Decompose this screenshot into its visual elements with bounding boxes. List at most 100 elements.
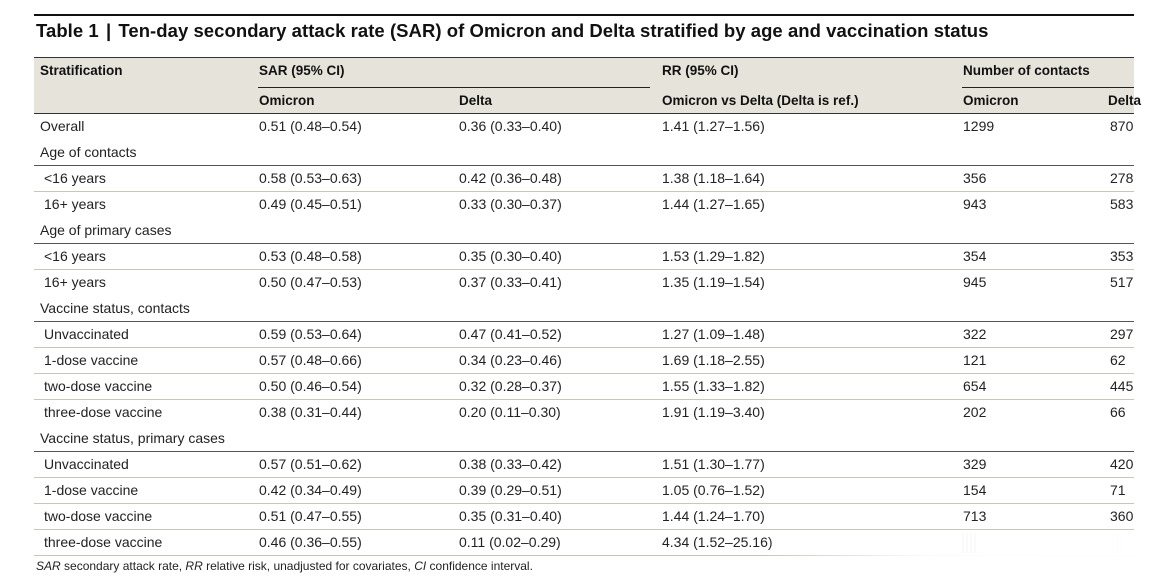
cell-sar-delta: 0.47 (0.41–0.52) <box>459 326 562 342</box>
cell-sar-omicron: 0.50 (0.47–0.53) <box>259 274 362 290</box>
cell-rr: 1.27 (1.09–1.48) <box>662 326 765 342</box>
cell-n-delta: 870 <box>1110 118 1134 134</box>
table-row: two-dose vaccine 0.50 (0.46–0.54) 0.32 (0.… <box>34 373 1134 399</box>
subheader-sar-delta: Delta <box>459 93 493 108</box>
cell-n-omicron: 202 <box>963 404 987 420</box>
cell-rr: 4.34 (1.52–25.16) <box>662 534 773 550</box>
table-row: Unvaccinated 0.57 (0.51–0.62) 0.38 (0.33–0… <box>34 451 1134 477</box>
cell-rr: 1.91 (1.19–3.40) <box>662 404 765 420</box>
cell-rr: 1.53 (1.29–1.82) <box>662 248 765 264</box>
cell-label: <16 years <box>44 248 106 264</box>
cell-sar-omicron: 0.59 (0.53–0.64) <box>259 326 362 342</box>
cell-rr: 1.44 (1.24–1.70) <box>662 508 765 524</box>
table-row: three-dose vaccine 0.46 (0.36–0.55) 0.11 (… <box>34 529 1134 555</box>
footnote-term-ci: CI <box>414 559 427 573</box>
header-number-of-contacts: Number of contacts <box>963 63 1090 78</box>
faded-ticks-omicron <box>962 533 978 553</box>
footnote-def-rr: relative risk, unadjusted for covariates… <box>202 559 415 573</box>
table-header <box>34 57 1134 113</box>
cell-label: Overall <box>40 118 85 134</box>
cell-rr: 1.35 (1.19–1.54) <box>662 274 765 290</box>
cell-sar-delta: 0.34 (0.23–0.46) <box>459 352 562 368</box>
cell-label: three-dose vaccine <box>44 534 163 550</box>
row-divider <box>34 399 1134 400</box>
cell-sar-omicron: 0.38 (0.31–0.44) <box>259 404 362 420</box>
cell-n-delta: 71 <box>1110 482 1126 498</box>
group-label: Age of primary cases <box>40 222 172 238</box>
cell-sar-omicron: 0.49 (0.45–0.51) <box>259 196 362 212</box>
header-stratification: Stratification <box>40 63 123 78</box>
cell-n-omicron: 329 <box>963 456 987 472</box>
cell-n-delta: 297 <box>1110 326 1134 342</box>
sar-subheader-rule <box>258 87 650 88</box>
cell-rr: 1.69 (1.18–2.55) <box>662 352 765 368</box>
cell-label: <16 years <box>44 170 106 186</box>
cell-n-omicron: 654 <box>963 378 987 394</box>
cell-n-omicron: 943 <box>963 196 987 212</box>
cell-n-delta: 353 <box>1110 248 1134 264</box>
cell-label: Unvaccinated <box>44 456 129 472</box>
cell-rr: 1.05 (0.76–1.52) <box>662 482 765 498</box>
cell-sar-delta: 0.37 (0.33–0.41) <box>459 274 562 290</box>
faded-ticks-delta <box>1112 533 1124 553</box>
cell-n-omicron: 1299 <box>963 118 995 134</box>
footnote-term-rr: RR <box>185 559 203 573</box>
row-divider <box>34 451 1134 452</box>
subheader-n-omicron: Omicron <box>963 93 1019 108</box>
cell-rr: 1.55 (1.33–1.82) <box>662 378 765 394</box>
cell-n-delta: 278 <box>1110 170 1134 186</box>
table-row: 16+ years 0.50 (0.47–0.53) 0.37 (0.33–0.41… <box>34 269 1134 295</box>
cell-sar-delta: 0.11 (0.02–0.29) <box>459 534 561 550</box>
cell-sar-omicron: 0.46 (0.36–0.55) <box>259 534 362 550</box>
cell-n-delta: 66 <box>1110 404 1126 420</box>
table-row: three-dose vaccine 0.38 (0.31–0.44) 0.20 (… <box>34 399 1134 425</box>
cell-n-omicron: 945 <box>963 274 987 290</box>
cell-sar-delta: 0.35 (0.30–0.40) <box>459 248 562 264</box>
header-rule-top <box>34 57 1134 58</box>
header-sar: SAR (95% CI) <box>259 63 345 78</box>
cell-n-delta: 62 <box>1110 352 1126 368</box>
table-title-label: Table 1 <box>36 20 99 41</box>
group-header-row: Age of contacts <box>34 139 1134 165</box>
table-row: Unvaccinated 0.59 (0.53–0.64) 0.47 (0.41–0… <box>34 321 1134 347</box>
cell-n-omicron: 356 <box>963 170 987 186</box>
cell-n-delta: 360 <box>1110 508 1134 524</box>
table-row: Overall 0.51 (0.48–0.54) 0.36 (0.33–0.40) 1… <box>34 113 1134 139</box>
cell-sar-delta: 0.42 (0.36–0.48) <box>459 170 562 186</box>
subheader-rr: Omicron vs Delta (Delta is ref.) <box>662 93 859 108</box>
row-divider <box>34 373 1134 374</box>
footnote-term-sar: SAR <box>36 559 61 573</box>
cell-sar-delta: 0.36 (0.33–0.40) <box>459 118 562 134</box>
cell-n-delta: 517 <box>1110 274 1134 290</box>
table-row: 16+ years 0.49 (0.45–0.51) 0.33 (0.30–0.37… <box>34 191 1134 217</box>
cell-sar-delta: 0.35 (0.31–0.40) <box>459 508 562 524</box>
cell-sar-omicron: 0.53 (0.48–0.58) <box>259 248 362 264</box>
row-divider <box>34 191 1134 192</box>
cell-sar-omicron: 0.58 (0.53–0.63) <box>259 170 362 186</box>
cell-n-omicron: 713 <box>963 508 987 524</box>
cell-sar-omicron: 0.57 (0.51–0.62) <box>259 456 362 472</box>
contacts-subheader-rule <box>962 87 1134 88</box>
group-header-row: Age of primary cases <box>34 217 1134 243</box>
group-label: Vaccine status, primary cases <box>40 430 225 446</box>
cell-label: 1-dose vaccine <box>44 352 139 368</box>
subheader-sar-omicron: Omicron <box>259 93 315 108</box>
row-divider <box>34 529 1134 530</box>
cell-label: Unvaccinated <box>44 326 129 342</box>
table-row: 1-dose vaccine 0.57 (0.48–0.66) 0.34 (0.23… <box>34 347 1134 373</box>
cell-n-omicron: 354 <box>963 248 987 264</box>
cell-sar-omicron: 0.42 (0.34–0.49) <box>259 482 362 498</box>
cell-rr: 1.51 (1.30–1.77) <box>662 456 765 472</box>
subheader-n-delta: Delta <box>1108 93 1142 108</box>
cell-sar-delta: 0.38 (0.33–0.42) <box>459 456 562 472</box>
table-footnote: SAR secondary attack rate, RR relative r… <box>36 559 533 573</box>
cell-sar-omicron: 0.51 (0.47–0.55) <box>259 508 362 524</box>
cell-label: 16+ years <box>44 274 106 290</box>
row-divider <box>34 243 1134 244</box>
cell-n-omicron: 322 <box>963 326 987 342</box>
header-rule-bottom <box>34 113 1134 114</box>
cell-label: 16+ years <box>44 196 106 212</box>
cell-rr: 1.44 (1.27–1.65) <box>662 196 765 212</box>
group-header-row: Vaccine status, primary cases <box>34 425 1134 451</box>
